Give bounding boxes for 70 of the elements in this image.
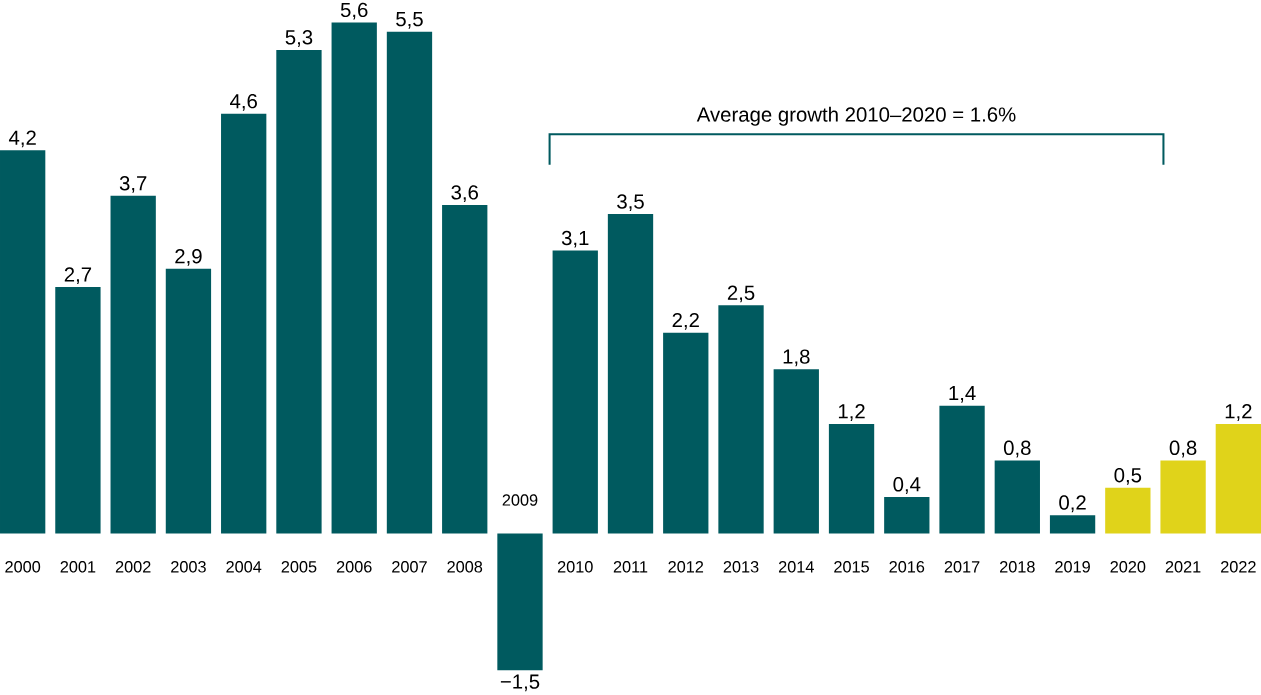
data-label: 0,8 bbox=[1169, 440, 1197, 458]
data-label: 3,7 bbox=[119, 175, 147, 193]
bar bbox=[939, 405, 985, 534]
bar bbox=[773, 369, 819, 534]
x-tick-label: 2002 bbox=[115, 560, 151, 573]
data-label: 1,8 bbox=[783, 349, 810, 367]
bar bbox=[331, 22, 377, 534]
x-tick-label: 2017 bbox=[944, 560, 980, 573]
x-tick-label: 2009 bbox=[502, 494, 538, 506]
x-tick-label: 2000 bbox=[5, 560, 41, 573]
data-label: 5,3 bbox=[285, 29, 313, 47]
bar bbox=[607, 213, 654, 534]
x-tick-label: 2003 bbox=[171, 560, 206, 573]
data-label: 0,2 bbox=[1059, 495, 1086, 513]
x-tick-label: 2013 bbox=[723, 560, 759, 573]
x-tick-label: 2010 bbox=[557, 560, 593, 573]
x-tick-label: 2008 bbox=[447, 560, 483, 573]
data-label: 2,7 bbox=[64, 267, 92, 284]
bar bbox=[994, 460, 1040, 534]
bar bbox=[828, 423, 875, 534]
bar bbox=[165, 268, 212, 534]
data-label: 4,2 bbox=[8, 130, 36, 148]
bar bbox=[1160, 460, 1206, 534]
x-tick-label: 2012 bbox=[668, 560, 704, 573]
data-label: 5,5 bbox=[396, 11, 423, 29]
data-label: 1,2 bbox=[1225, 403, 1252, 421]
bar bbox=[718, 305, 764, 534]
data-label: 1,2 bbox=[838, 403, 865, 421]
x-tick-label: 2001 bbox=[60, 560, 96, 573]
x-tick-label: 2005 bbox=[281, 560, 317, 573]
x-tick-label: 2022 bbox=[1221, 560, 1256, 573]
data-label: 4,6 bbox=[230, 93, 257, 111]
x-tick-label: 2018 bbox=[1000, 560, 1035, 573]
bar bbox=[55, 286, 101, 534]
data-label: −1,5 bbox=[500, 674, 540, 692]
bar bbox=[276, 49, 322, 534]
data-label: 2,5 bbox=[727, 285, 755, 303]
data-label: 5,6 bbox=[340, 2, 368, 20]
bar bbox=[442, 204, 488, 534]
data-label: 0,4 bbox=[893, 476, 921, 494]
data-label: 1,4 bbox=[949, 385, 976, 403]
x-tick-label: 2004 bbox=[226, 560, 262, 573]
x-tick-label: 2021 bbox=[1165, 560, 1201, 573]
data-label: 3,6 bbox=[451, 185, 478, 202]
data-label: 3,5 bbox=[617, 194, 644, 211]
x-tick-label: 2015 bbox=[834, 560, 869, 573]
bar bbox=[110, 195, 156, 534]
bar bbox=[1215, 423, 1261, 534]
data-label: 0,5 bbox=[1114, 467, 1142, 485]
x-tick-label: 2014 bbox=[778, 560, 814, 573]
bar bbox=[663, 332, 709, 534]
x-tick-label: 2011 bbox=[613, 560, 648, 573]
bar bbox=[221, 113, 267, 534]
data-label: 0,8 bbox=[1003, 440, 1031, 458]
annotation: Average growth 2010–2020 = 1.6% bbox=[696, 106, 1016, 126]
bar bbox=[0, 150, 46, 534]
bar bbox=[1049, 515, 1096, 534]
data-label: 3,1 bbox=[561, 230, 589, 248]
x-tick-label: 2016 bbox=[889, 560, 925, 573]
bar bbox=[884, 496, 930, 534]
x-tick-label: 2006 bbox=[336, 560, 372, 573]
x-tick-label: 2007 bbox=[392, 560, 427, 573]
x-tick-label: 2019 bbox=[1055, 560, 1090, 573]
bar bbox=[386, 31, 433, 534]
x-tick-label: 2020 bbox=[1110, 560, 1146, 573]
bar bbox=[552, 250, 598, 534]
data-label: 2,9 bbox=[175, 248, 202, 266]
data-label: 2,2 bbox=[672, 312, 699, 330]
bar bbox=[1105, 487, 1151, 534]
bar bbox=[497, 533, 543, 671]
